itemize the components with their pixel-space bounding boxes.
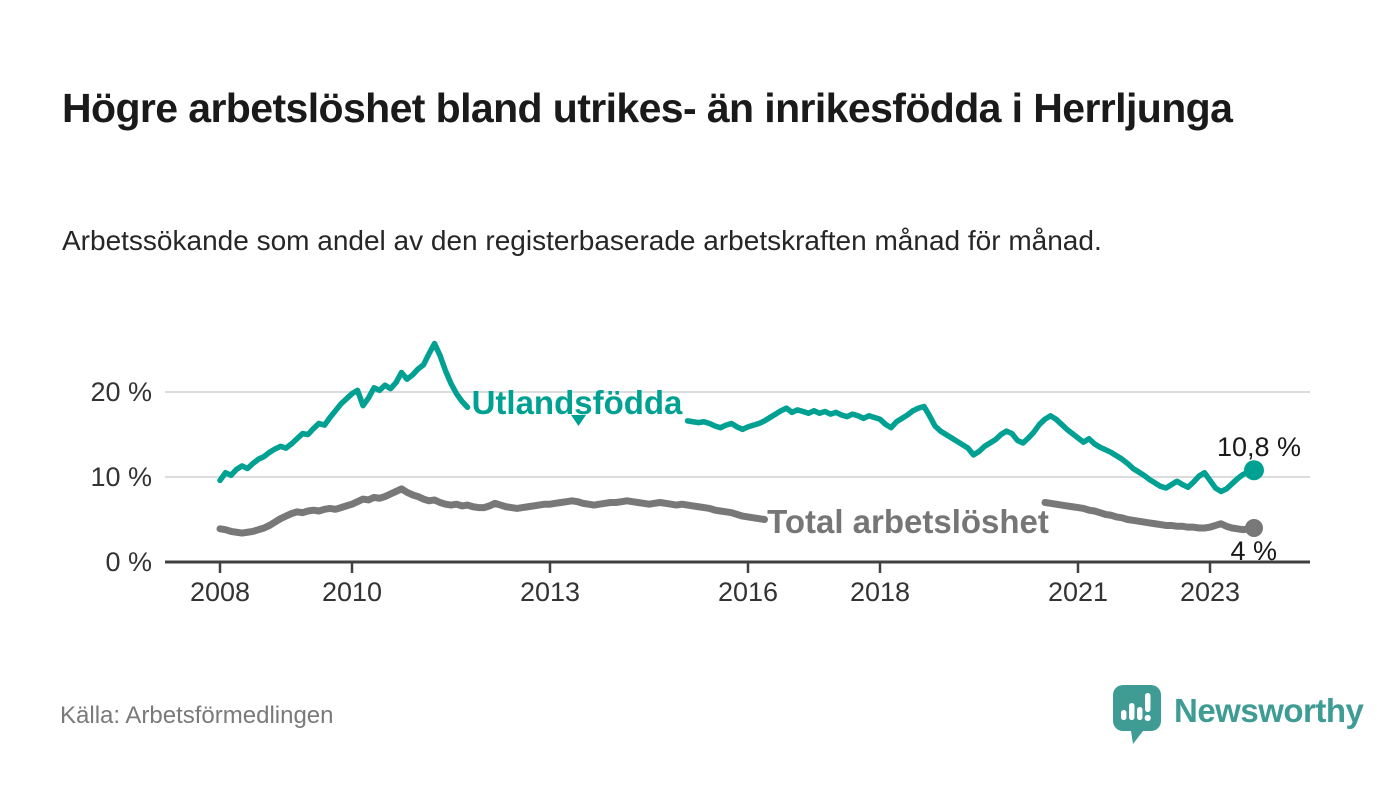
x-axis: 2008 2010 2013 2016 2018 2021 2023 <box>165 560 1310 607</box>
series-line <box>1041 499 1258 534</box>
y-axis-labels: 20 % 10 % 0 % <box>90 377 152 577</box>
y-tick-label: 10 % <box>90 462 152 492</box>
chart-subtitle: Arbetssökande som andel av den registerb… <box>62 225 1102 256</box>
series-line <box>217 340 471 484</box>
series-label-utlandsfodda: Utlandsfödda <box>472 384 683 421</box>
page-title: Högre arbetslöshet bland utrikes- än inr… <box>62 85 1233 132</box>
series-end-dot <box>1244 460 1264 481</box>
newsworthy-mark-icon <box>1113 685 1161 744</box>
series-label-total-arbetsloshet: Total arbetslöshet <box>767 503 1049 540</box>
source-note: Källa: Arbetsförmedlingen <box>60 702 334 729</box>
y-tick-label: 20 % <box>90 377 152 407</box>
x-tick-label: 2021 <box>1048 577 1108 607</box>
end-value-label-utlandsfodda: 10,8 % <box>1217 432 1301 462</box>
end-value-label-total: 4 % <box>1230 536 1277 566</box>
gridlines <box>165 391 1310 478</box>
series-end-dot <box>1245 519 1263 537</box>
x-tick-label: 2008 <box>190 577 250 607</box>
x-tick-label: 2010 <box>322 577 382 607</box>
newsworthy-logo: Newsworthy <box>1112 684 1364 746</box>
series-line <box>684 403 1257 495</box>
line-chart: 20 % 10 % 0 % 2008 2010 2013 2016 2018 2021 2023… <box>90 340 1310 607</box>
series-line <box>216 485 768 537</box>
x-tick-label: 2013 <box>520 577 580 607</box>
newsworthy-wordmark: Newsworthy <box>1174 692 1364 729</box>
utlandsfodda-pointer-icon <box>571 415 586 426</box>
series-lines <box>216 340 1264 537</box>
y-tick-label: 0 % <box>105 547 152 577</box>
x-tick-label: 2023 <box>1180 577 1240 607</box>
x-tick-label: 2018 <box>850 577 910 607</box>
x-tick-label: 2016 <box>718 577 778 607</box>
